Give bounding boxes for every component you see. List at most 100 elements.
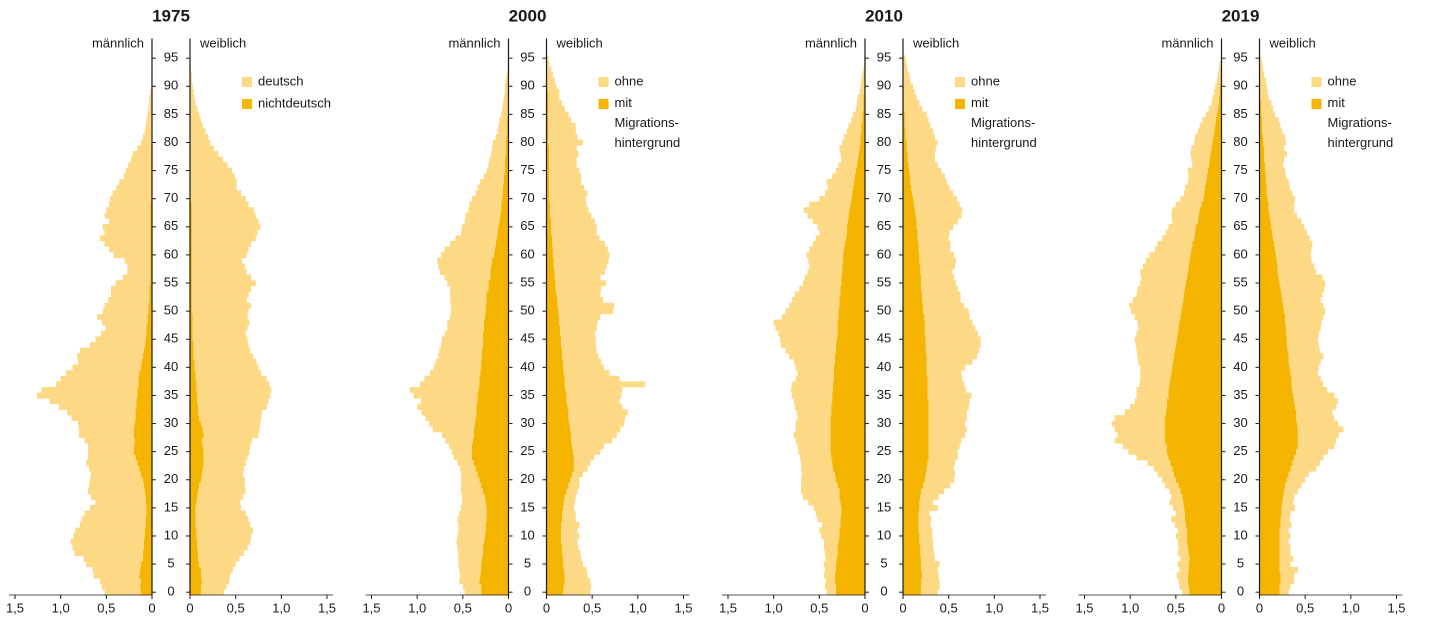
bar-male-0 [1122,443,1167,450]
bar-male-0 [137,145,152,152]
bar-male-1 [838,538,865,545]
bar-female-0 [1286,336,1318,343]
bar-female-1 [903,476,925,483]
bar-male-0 [1140,268,1188,275]
bar-male-0 [149,100,152,107]
y-tick-label: 5 [167,556,174,571]
bar-female-1 [903,572,923,579]
bar-male-0 [477,184,504,191]
bar-female-0 [190,190,242,197]
bar-female-0 [924,313,970,320]
bar-male-0 [95,336,146,343]
bar-female-0 [554,274,601,281]
bar-male-1 [145,336,152,343]
bar-male-1 [144,533,152,540]
bar-female-1 [190,308,192,315]
bar-female-0 [1294,398,1339,405]
bar-male-0 [441,431,474,438]
bar-female-0 [920,263,956,270]
bar-male-1 [1174,347,1222,354]
legend-label: mit Migrations-hintergrund [615,95,681,150]
bar-female-1 [903,330,925,337]
bar-female-1 [1259,482,1286,489]
bar-male-0 [1202,117,1217,124]
bar-female-0 [562,358,602,365]
bar-female-0 [200,566,233,573]
y-tick-label: 40 [1233,359,1247,374]
bar-male-0 [99,578,142,585]
bar-female-0 [198,550,244,556]
bar-female-0 [1297,443,1335,450]
bar-female-0 [917,229,950,236]
bar-female-0 [554,268,605,275]
bar-male-0 [433,364,482,371]
bar-female-0 [918,240,951,247]
bar-male-1 [146,325,152,332]
bar-female-0 [190,94,195,101]
bar-female-1 [1259,111,1262,118]
bar-female-0 [191,257,243,264]
bar-male-1 [862,111,865,118]
bar-male-1 [1177,330,1222,337]
bar-male-1 [1211,145,1222,152]
bar-female-0 [203,454,248,461]
bar-male-0 [106,207,151,214]
bar-female-0 [191,280,256,287]
bar-female-1 [190,291,192,298]
bar-male-0 [1172,207,1200,214]
bar-female-1 [546,431,572,438]
y-tick-label: 85 [1233,106,1247,121]
bar-female-0 [193,342,249,348]
bar-female-1 [546,381,565,388]
bar-female-1 [903,555,922,562]
bar-female-0 [550,207,589,214]
bar-female-1 [546,409,569,416]
bar-male-0 [813,505,842,511]
bar-female-1 [190,471,202,478]
bar-male-1 [479,381,509,388]
bar-female-1 [190,476,201,483]
bar-female-1 [903,268,921,275]
bar-male-0 [447,280,489,287]
bar-female-0 [561,342,596,348]
bar-female-0 [925,342,981,348]
bar-female-0 [1291,375,1321,382]
bar-male-0 [791,297,840,303]
bar-male-0 [71,415,136,422]
bar-male-0 [429,420,475,427]
female-label: weiblich [199,35,246,50]
bar-female-1 [546,443,573,450]
bar-male-0 [1175,533,1187,540]
bar-female-0 [198,555,240,562]
bar-male-0 [480,179,504,185]
y-tick-label: 10 [520,527,534,542]
bar-male-0 [1177,538,1187,545]
bar-female-1 [903,302,924,309]
legend-swatch [1311,99,1322,109]
bar-male-0 [1154,246,1192,253]
bar-female-0 [1291,381,1324,388]
bar-male-1 [503,173,509,180]
bar-female-0 [194,358,257,365]
bar-female-0 [913,201,960,208]
bar-female-0 [903,100,920,107]
bar-male-1 [834,471,865,478]
bar-male-1 [483,319,509,326]
bar-female-1 [190,212,192,219]
bar-female-0 [922,297,961,303]
bar-male-1 [491,263,509,270]
bar-female-1 [546,375,565,382]
bar-male-0 [1140,280,1186,287]
bar-female-1 [1259,156,1265,163]
bar-female-1 [903,246,919,253]
x-tick-label: 0,5 [1296,600,1314,615]
bar-male-1 [840,285,865,292]
bar-female-1 [546,229,552,236]
bar-male-1 [485,521,509,528]
bar-male-0 [419,381,480,388]
bar-female-0 [921,589,938,596]
bar-male-0 [804,274,842,281]
bar-female-1 [546,460,574,467]
bar-male-1 [141,358,152,365]
bar-female-1 [903,240,919,247]
